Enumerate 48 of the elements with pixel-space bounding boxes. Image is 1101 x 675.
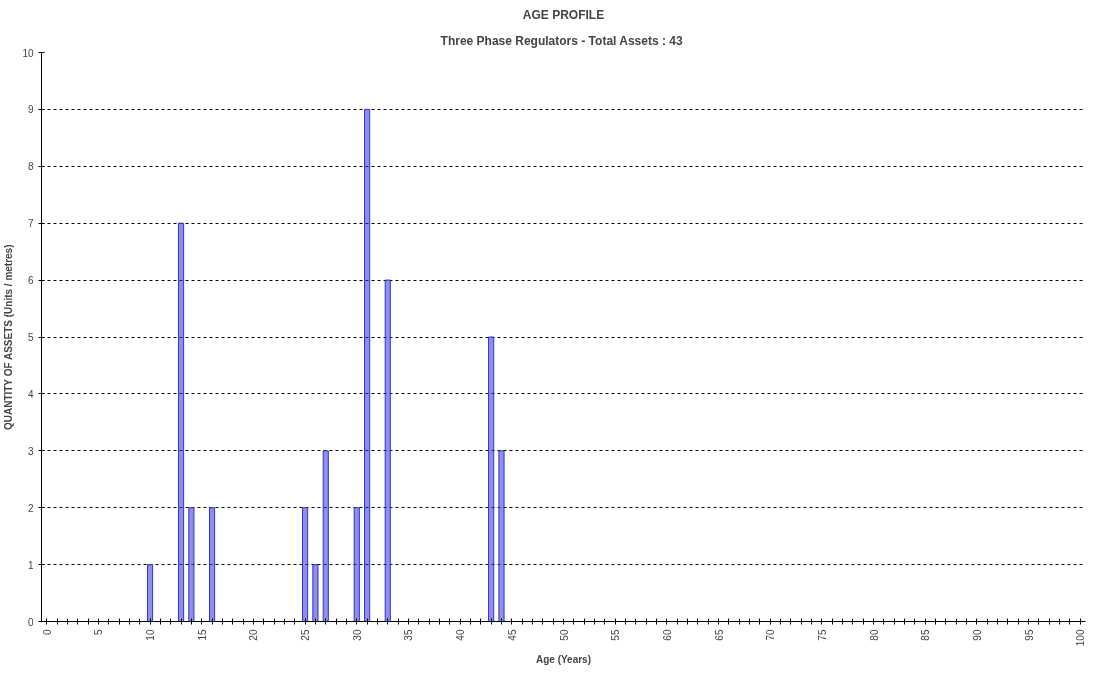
x-tick-label: 65 [713,629,725,641]
x-tick-label: 45 [506,629,518,641]
bar [364,108,371,622]
y-tick-label: 10 [22,47,34,59]
bar [302,507,309,622]
y-tick-label: 3 [27,445,34,457]
y-axis-title: QUANTITY OF ASSETS (Units / metres) [3,244,15,431]
y-tick-label: 8 [27,161,34,173]
x-tick-label: 50 [558,629,570,641]
bar [146,564,154,622]
bar [208,507,216,622]
x-tick-label: 60 [661,629,673,641]
x-tick-label: 75 [816,629,828,641]
x-tick-label: 30 [351,629,363,641]
y-tick-label: 6 [27,275,34,287]
x-tick-label: 90 [971,629,983,641]
y-tick-label: 0 [27,616,34,628]
x-tick-label: 20 [248,629,260,641]
bar [177,222,185,622]
x-tick-label: 55 [610,629,622,641]
x-tick-label: 15 [196,629,208,641]
x-tick-label: 0 [41,629,53,636]
bar [188,507,195,622]
bar [488,336,495,622]
chart-title: AGE PROFILE [522,7,605,22]
x-tick-label: 85 [920,629,932,641]
y-tick-label: 7 [27,218,34,230]
x-tick-label: 95 [1023,629,1035,641]
x-tick-label: 80 [868,629,880,641]
y-tick-label: 2 [27,502,34,514]
bar [384,279,391,622]
x-tick-label: 100 [1075,629,1087,647]
bar [322,450,329,622]
x-tick-label: 35 [403,629,415,641]
y-tick-label: 5 [27,332,34,343]
x-tick-label: 10 [145,629,157,641]
x-tick-label: 70 [765,629,777,641]
bar [498,450,505,622]
x-tick-label: 25 [300,629,312,641]
x-tick-label: 40 [455,629,467,641]
y-tick-label: 1 [27,559,34,571]
y-tick-label: 4 [27,388,34,400]
bar [312,564,319,622]
bar [353,507,360,622]
x-axis-title: Age (Years) [535,654,592,666]
x-tick-label: 5 [93,629,105,636]
chart-subtitle: Three Phase Regulators - Total Assets : 43 [440,33,683,48]
y-tick-label: 9 [27,104,34,116]
